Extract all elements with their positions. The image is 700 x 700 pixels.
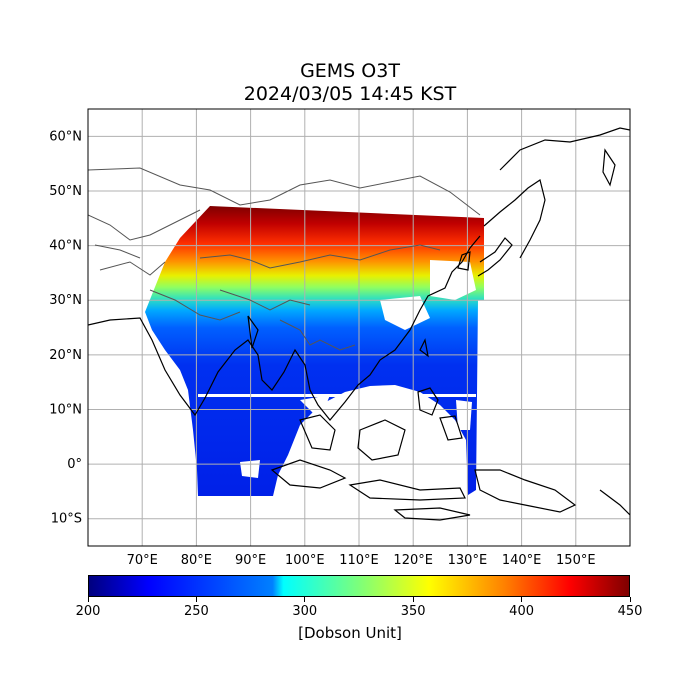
colorbar-tick-label: 450 — [617, 604, 643, 619]
map-title: GEMS O3T — [300, 60, 400, 82]
lat-tick-label: 30°N — [49, 293, 82, 308]
lat-tick-label: 60°N — [49, 129, 82, 144]
map-subtitle-datetime: 2024/03/05 14:45 KST — [243, 83, 457, 105]
colorbar-tick-mark — [521, 597, 523, 602]
lat-tick-labels: 60°N 50°N 40°N 30°N 20°N 10°N 0° 10°S — [49, 129, 82, 526]
colorbar-tick-label: 250 — [183, 604, 209, 619]
country-borders — [88, 167, 481, 351]
map-frame — [87, 108, 631, 547]
colorbar-unit-label: [Dobson Unit] — [298, 624, 402, 642]
lon-tick-label: 130°E — [448, 553, 488, 568]
lon-tick-labels: 70°E 80°E 90°E 100°E 110°E 120°E 130°E 140°E 150… — [127, 553, 596, 568]
colorbar-tick-mark — [304, 597, 306, 602]
colorbar-tick-mark — [87, 597, 89, 602]
colorbar-tick-mark — [412, 597, 414, 602]
coastlines — [88, 127, 630, 521]
colorbar — [88, 575, 630, 597]
lon-tick-label: 70°E — [127, 553, 158, 568]
lon-tick-label: 80°E — [181, 553, 212, 568]
lon-tick-label: 120°E — [393, 553, 433, 568]
colorbar-tick-label: 350 — [400, 604, 426, 619]
lon-tick-label: 90°E — [235, 553, 266, 568]
ozone-swath — [145, 206, 484, 496]
colorbar-tick-label: 200 — [75, 604, 101, 619]
map-gridlines — [88, 109, 630, 546]
lat-tick-label: 40°N — [49, 239, 82, 254]
colorbar-tick-mark — [195, 597, 197, 602]
lat-tick-label: 0° — [67, 457, 82, 472]
colorbar-tick-mark — [629, 597, 631, 602]
lon-tick-label: 110°E — [339, 553, 379, 568]
lon-tick-label: 150°E — [556, 553, 596, 568]
lat-tick-label: 20°N — [49, 348, 82, 363]
lat-tick-label: 10°S — [51, 512, 82, 527]
lat-tick-label: 50°N — [49, 184, 82, 199]
lon-tick-label: 140°E — [502, 553, 542, 568]
lon-tick-label: 100°E — [285, 553, 325, 568]
lat-tick-label: 10°N — [49, 402, 82, 417]
colorbar-tick-label: 400 — [509, 604, 534, 619]
colorbar-tick-label: 300 — [292, 604, 318, 619]
